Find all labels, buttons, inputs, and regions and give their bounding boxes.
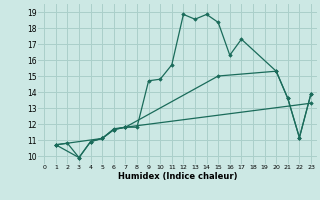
X-axis label: Humidex (Indice chaleur): Humidex (Indice chaleur): [118, 172, 237, 181]
